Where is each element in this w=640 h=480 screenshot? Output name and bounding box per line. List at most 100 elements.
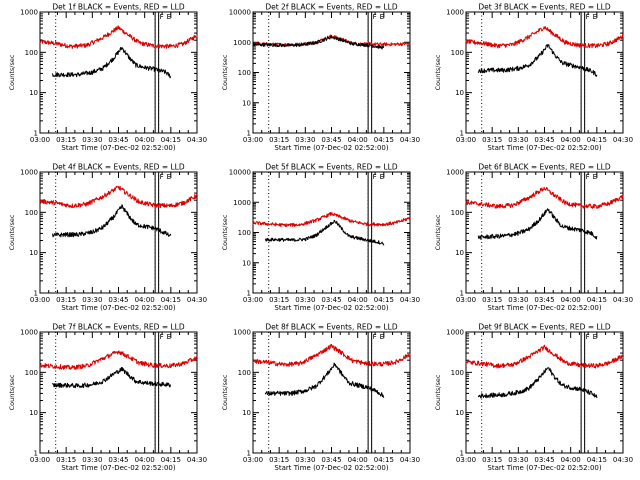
x-tick-label: 03:00 <box>30 296 50 304</box>
x-tick-label: 04:15 <box>587 296 607 304</box>
flag-label: F <box>586 173 590 181</box>
y-tick-label: 100 <box>25 209 38 217</box>
y-tick-label: 1000 <box>20 329 38 337</box>
y-tick-label: 1 <box>247 290 251 298</box>
x-tick-label: 04:30 <box>400 296 420 304</box>
y-tick-label: 1 <box>247 130 251 138</box>
panel-title: Det 3f BLACK = Events, RED = LLD <box>478 3 611 12</box>
lld-series-line <box>39 185 198 209</box>
data-gap-box <box>367 171 373 294</box>
y-axis-label: Counts/sec <box>221 214 229 250</box>
data-gap-box <box>154 11 160 134</box>
events-series-line <box>477 367 598 399</box>
x-tick-label: 03:45 <box>108 296 128 304</box>
y-axis-label: Counts/sec <box>8 54 16 90</box>
y-tick-label: 1 <box>34 130 38 138</box>
flag-label: E <box>167 173 171 181</box>
x-tick-label: 04:15 <box>161 296 181 304</box>
x-tick-label: 04:30 <box>400 456 420 464</box>
x-tick-label: 03:00 <box>456 456 476 464</box>
y-tick-label: 100 <box>25 49 38 57</box>
flag-label: E <box>380 13 384 21</box>
events-series-line <box>51 366 172 389</box>
data-gap-box <box>154 331 160 454</box>
panel-det-7: Det 7f BLACK = Events, RED = LLD Counts/s… <box>8 323 207 473</box>
x-tick-label: 04:30 <box>187 296 207 304</box>
flag-label: F <box>160 333 164 341</box>
y-tick-label: 100 <box>451 369 464 377</box>
panel-title: Det 2f BLACK = Events, RED = LLD <box>265 3 398 12</box>
y-tick-label: 10 <box>242 409 251 417</box>
x-tick-label: 03:00 <box>243 296 263 304</box>
x-tick-label: 04:30 <box>187 456 207 464</box>
y-tick-label: 10 <box>455 249 464 257</box>
x-tick-label: 03:45 <box>321 136 341 144</box>
flag-label: F <box>160 13 164 21</box>
lld-series-line <box>465 26 624 49</box>
x-axis-label: Start Time (07-Dec-02 02:52:00) <box>274 144 388 152</box>
data-gap-box <box>154 171 160 294</box>
plot-frame <box>465 171 624 294</box>
panel-title: Det 7f BLACK = Events, RED = LLD <box>52 323 185 332</box>
y-tick-label: 1 <box>34 450 38 458</box>
y-tick-label: 1 <box>460 130 464 138</box>
x-tick-label: 03:00 <box>456 136 476 144</box>
lld-series-line <box>465 186 624 209</box>
plot-frame <box>465 331 624 454</box>
y-tick-label: 100 <box>238 369 251 377</box>
y-tick-label: 1 <box>34 290 38 298</box>
flag-label: E <box>167 13 171 21</box>
data-gap-box <box>367 11 373 134</box>
x-tick-label: 04:15 <box>161 136 181 144</box>
flag-label: F <box>586 13 590 21</box>
data-gap-box <box>367 331 373 454</box>
y-tick-label: 1 <box>460 290 464 298</box>
y-tick-label: 10 <box>29 89 38 97</box>
x-tick-label: 04:15 <box>161 456 181 464</box>
x-tick-label: 03:45 <box>321 296 341 304</box>
y-tick-label: 10000 <box>229 9 251 17</box>
y-tick-label: 1 <box>460 450 464 458</box>
x-tick-label: 03:45 <box>534 296 554 304</box>
x-tick-label: 03:30 <box>295 136 315 144</box>
panel-det-6: Det 6f BLACK = Events, RED = LLD Counts/s… <box>434 163 633 313</box>
panel-det-8: Det 8f BLACK = Events, RED = LLD Counts/s… <box>221 323 420 473</box>
x-tick-label: 03:30 <box>82 296 102 304</box>
y-tick-label: 1 <box>247 450 251 458</box>
x-tick-label: 04:15 <box>587 456 607 464</box>
x-axis-label: Start Time (07-Dec-02 02:52:00) <box>274 304 388 312</box>
x-axis-label: Start Time (07-Dec-02 02:52:00) <box>487 464 601 472</box>
x-tick-label: 04:00 <box>561 296 581 304</box>
x-tick-label: 03:45 <box>321 456 341 464</box>
y-tick-label: 10 <box>242 99 251 107</box>
y-tick-label: 100 <box>451 209 464 217</box>
x-tick-label: 04:00 <box>348 136 368 144</box>
data-gap-box <box>580 11 586 134</box>
y-tick-label: 1000 <box>446 169 464 177</box>
x-axis-label: Start Time (07-Dec-02 02:52:00) <box>274 464 388 472</box>
x-tick-label: 04:15 <box>374 456 394 464</box>
x-tick-label: 04:30 <box>187 136 207 144</box>
lld-series-line <box>465 344 624 369</box>
panel-title: Det 4f BLACK = Events, RED = LLD <box>52 163 185 172</box>
flag-label: E <box>593 333 597 341</box>
events-series-line <box>477 44 598 77</box>
flag-label: F <box>586 333 590 341</box>
y-tick-label: 10000 <box>229 169 251 177</box>
y-tick-label: 100 <box>238 229 251 237</box>
y-tick-label: 10 <box>29 409 38 417</box>
data-gap-box <box>580 331 586 454</box>
x-tick-label: 04:30 <box>613 136 633 144</box>
x-tick-label: 04:15 <box>587 136 607 144</box>
events-series-line <box>252 35 385 50</box>
x-tick-label: 03:15 <box>482 456 502 464</box>
x-axis-label: Start Time (07-Dec-02 02:52:00) <box>487 144 601 152</box>
panel-det-4: Det 4f BLACK = Events, RED = LLD Counts/s… <box>8 163 207 313</box>
y-tick-label: 10 <box>29 249 38 257</box>
events-series-line <box>264 219 385 246</box>
y-tick-label: 1000 <box>20 169 38 177</box>
y-axis-label: Counts/sec <box>221 54 229 90</box>
flag-label: E <box>593 173 597 181</box>
x-tick-label: 04:15 <box>374 136 394 144</box>
